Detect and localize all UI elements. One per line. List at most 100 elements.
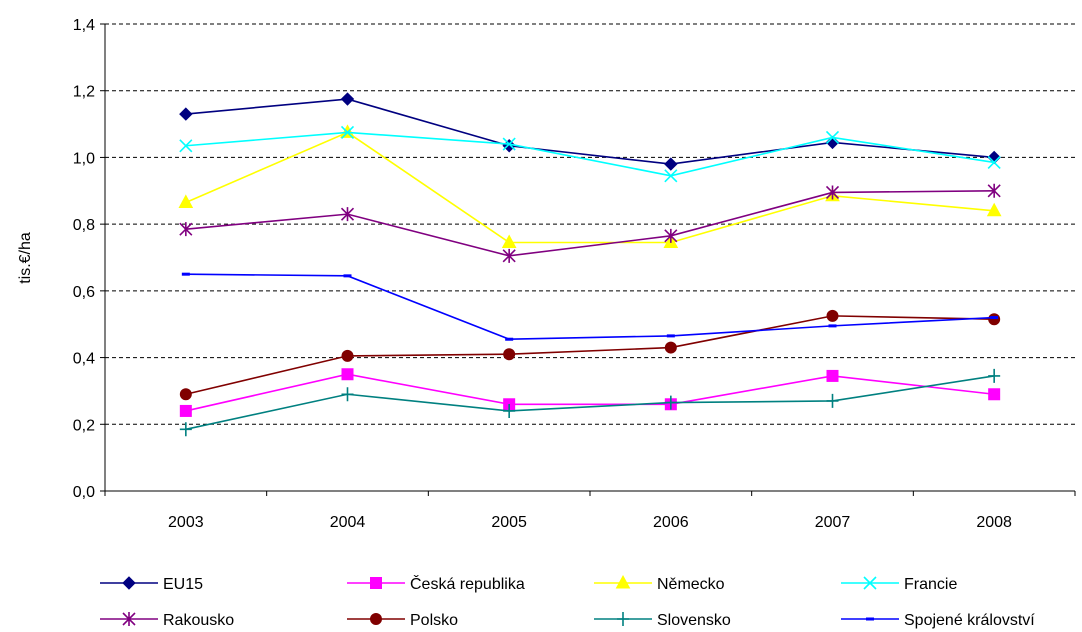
data-point [503,348,516,361]
data-point [988,313,1001,326]
legend-marker [615,574,631,589]
data-point [341,368,354,381]
legend-entry: Rakousko [100,612,234,629]
y-tick-labels: 0,0 0,2 0,4 0,6 0,8 1,0 1,2 1,4 [73,17,95,501]
legend-label: Česká republika [410,574,525,593]
series-line [185,373,995,412]
data-point [664,395,677,410]
data-point [340,92,355,106]
y-tick-label: 1,4 [73,17,95,34]
grid-lines [100,23,1075,492]
y-tick-label: 0,2 [73,417,95,434]
legend-marker [370,577,382,589]
data-point [990,316,999,320]
data-point [666,334,675,338]
legend-label: Rakousko [163,612,234,629]
legend-entry: EU15 [100,576,203,593]
data-point [825,130,840,144]
data-point [341,349,354,362]
legend-entry: Německo [594,574,725,593]
series-4 [179,183,1001,263]
data-point [179,222,193,237]
y-tick-label: 0,4 [73,351,95,368]
data-point [826,393,839,408]
data-point [826,309,839,322]
data-point [826,369,839,382]
series-3 [179,125,1001,183]
data-point [505,337,514,341]
legend-label: Polsko [410,612,458,629]
legend-marker [866,617,874,621]
legend-label: EU15 [163,576,203,593]
legend-label: Slovensko [657,612,731,629]
data-point [341,387,354,402]
legend-marker [122,576,136,590]
y-tick-label: 1,0 [73,150,95,167]
y-axis-title: tis.€/ha [17,232,34,284]
series-line [185,98,995,165]
series-line [185,131,995,177]
series-group [178,92,1002,437]
data-point [502,248,516,263]
y-tick-label: 0,0 [73,484,95,501]
y-tick-label: 0,8 [73,217,95,234]
data-point [181,272,190,276]
data-point [988,368,1001,383]
data-point [828,324,837,328]
legend-marker [370,613,382,625]
data-point [179,139,193,153]
series-line [185,315,995,396]
data-point [502,137,516,151]
data-point [825,185,840,200]
data-point [501,234,517,248]
legend-label: Spojené království [904,612,1035,629]
legend-entry: Spojené království [841,612,1035,629]
data-point [664,341,677,354]
data-point [179,422,192,437]
data-point [179,388,192,401]
data-point [502,139,516,153]
x-tick-label: 2008 [976,514,1012,531]
data-point [340,125,355,139]
series-7 [181,272,999,341]
data-point [988,388,1001,401]
x-tick-label: 2006 [653,514,689,531]
data-point [179,404,192,417]
legend-entry: Polsko [347,612,458,629]
legend-marker [863,576,877,590]
series-6 [179,368,1001,437]
legend-marker [122,612,136,626]
legend-entry: Česká republika [347,574,525,593]
x-tick-labels: 2003 2004 2005 2006 2007 2008 [168,514,1012,531]
series-1 [179,368,1001,417]
y-tick-label: 1,2 [73,84,95,101]
data-point [178,194,194,208]
series-line [185,375,995,431]
x-tick-label: 2007 [815,514,851,531]
legend-label: Německo [657,576,725,593]
legend: EU15 Česká republika Německo Francie Rakousk… [100,574,1035,629]
legend-entry: Slovensko [594,612,731,629]
legend-entry: Francie [841,576,957,593]
data-point [987,155,1001,169]
data-point [340,207,355,222]
data-point [987,183,1001,198]
series-0 [179,92,1001,171]
y-tick-label: 0,6 [73,284,95,301]
axes [104,24,1076,496]
data-point [986,202,1002,217]
series-line [185,273,995,341]
series-line [185,131,995,244]
data-point [503,403,516,418]
data-point [664,169,678,183]
series-5 [179,309,1001,401]
series-line [185,189,995,257]
data-point [179,107,193,121]
x-tick-label: 2005 [491,514,527,531]
data-point [664,157,678,171]
data-point [664,228,678,243]
legend-marker [617,612,629,626]
x-tick-label: 2003 [168,514,204,531]
x-tick-label: 2004 [330,514,366,531]
